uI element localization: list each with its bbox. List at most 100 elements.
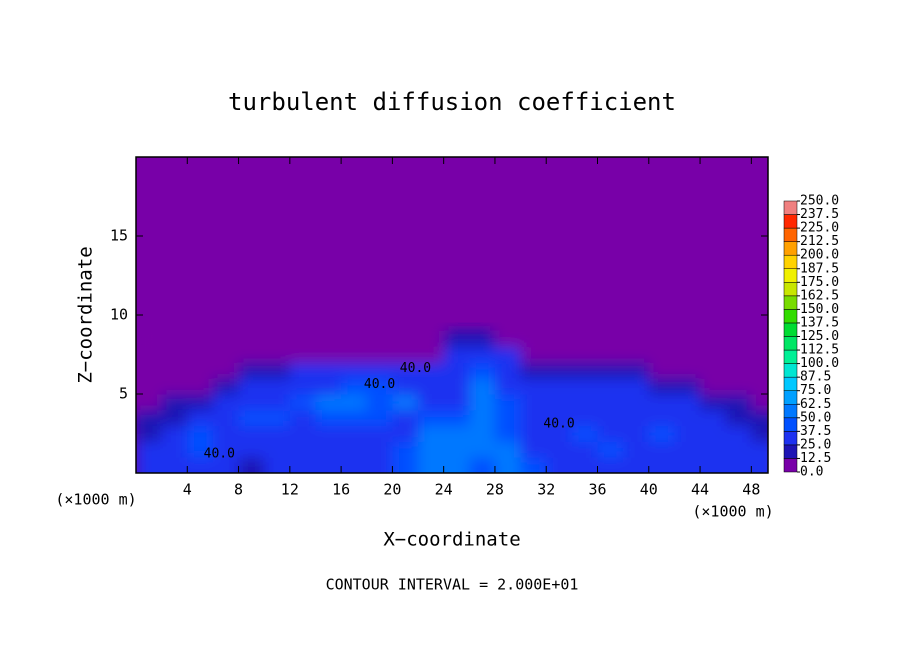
field-cell [212, 330, 240, 348]
field-cell [700, 394, 727, 411]
field-cell [392, 394, 419, 411]
field-cell [136, 330, 163, 348]
field-cell [212, 409, 240, 427]
field-cell [469, 409, 496, 427]
field-cell [623, 425, 650, 442]
field-cell [366, 346, 393, 363]
field-cell [392, 441, 419, 458]
field-cell [623, 378, 650, 395]
overlay: 4 8 12 16 20 24 28 32 36 40 44 485101540.040.040.04… [110, 156, 839, 499]
field-cell [597, 378, 624, 395]
colorbar-label: 50.0 [800, 410, 831, 425]
field-cell [648, 378, 675, 395]
field-cell [469, 378, 496, 395]
field-cell [238, 394, 265, 411]
field-cell [264, 425, 291, 442]
field-cell [700, 409, 727, 427]
field-cell [494, 441, 522, 458]
field-cell [623, 457, 650, 473]
field-cell [366, 425, 393, 442]
field-cell [366, 330, 393, 348]
field-cell [700, 346, 727, 363]
field-cell [289, 394, 316, 411]
field-cell [443, 409, 470, 427]
field-cell [443, 362, 470, 379]
field-cell [623, 441, 650, 458]
field-cell [341, 394, 368, 411]
field-cell [341, 441, 368, 458]
field-cell [494, 346, 522, 363]
field-cell [494, 394, 522, 411]
field-cell [520, 362, 547, 379]
field-cell [238, 409, 265, 427]
field-cell [238, 378, 265, 395]
field-cell [315, 409, 342, 427]
plot-area [136, 157, 768, 473]
field-cell [623, 409, 650, 427]
field-cell [520, 378, 547, 395]
field-cell [187, 425, 214, 442]
field-cell [289, 425, 316, 442]
field-cell [469, 425, 496, 442]
chart-title: turbulent diffusion coefficient [228, 88, 676, 116]
field-cell [315, 425, 342, 442]
field-cell [597, 346, 624, 363]
field-cell [392, 409, 419, 427]
field-cell [264, 409, 291, 427]
field-cell [623, 394, 650, 411]
field-cell [392, 346, 419, 363]
field-cell [520, 425, 547, 442]
contour-label: 40.0 [364, 377, 395, 392]
y-tick-label: 15 [110, 227, 128, 245]
field-cell [161, 362, 188, 379]
colorbar-swatch [783, 404, 798, 419]
field-cell [571, 378, 599, 395]
field-cell [597, 457, 624, 473]
field-cell [546, 330, 573, 348]
field-cell [418, 409, 445, 427]
field-cell [315, 346, 342, 363]
colorbar-swatch [783, 363, 798, 378]
field-cell [700, 457, 727, 473]
field-cell [136, 425, 163, 442]
field-cell [289, 346, 316, 363]
field-cell [212, 425, 240, 442]
x-tick-label: 28 [486, 481, 504, 499]
x-axis-label: X−coordinate [383, 529, 520, 551]
field-cell [700, 425, 727, 442]
field-cell [725, 378, 752, 395]
field-cell [443, 394, 470, 411]
field-cell [315, 457, 342, 473]
field-cell [289, 441, 316, 458]
y-tick-label: 5 [119, 385, 128, 403]
field-cell [725, 394, 752, 411]
field-cell [418, 330, 445, 348]
field-cell [289, 362, 316, 379]
field-cell [648, 346, 675, 363]
field-cell [597, 409, 624, 427]
field-cell [443, 425, 470, 442]
field-cell [315, 394, 342, 411]
field-cell [751, 330, 768, 348]
colorbar-swatch [783, 431, 798, 446]
field-cell [161, 394, 188, 411]
field-cell [187, 378, 214, 395]
field-cell [674, 346, 701, 363]
footer: CONTOUR INTERVAL = 2.000E+01 [326, 576, 579, 594]
field-cell [674, 362, 701, 379]
field-cell [212, 346, 240, 363]
field-cell [238, 346, 265, 363]
field-cell [418, 346, 445, 363]
colorbar-label: 187.5 [800, 261, 839, 276]
field-cell [161, 378, 188, 395]
field-cell [494, 425, 522, 442]
contour-label: 40.0 [543, 417, 574, 432]
colorbar-label: 112.5 [800, 343, 839, 358]
colorbar-label: 100.0 [800, 356, 839, 371]
x-tick-label: 36 [588, 481, 606, 499]
colorbar-label: 137.5 [800, 315, 839, 330]
y-tick-label: 10 [110, 306, 128, 324]
field-cell [443, 441, 470, 458]
field-cell [751, 346, 768, 363]
